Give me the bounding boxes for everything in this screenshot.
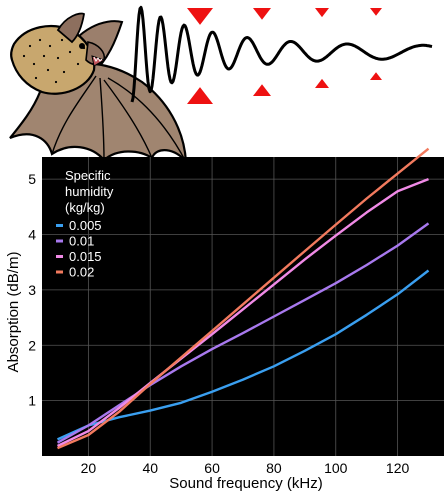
grid-lines <box>42 157 444 456</box>
legend-title-line-1: Specific <box>65 168 111 183</box>
attenuation-arrow-bottom-1 <box>187 87 213 104</box>
attenuation-arrows <box>187 8 382 104</box>
legend-entry: 0.015 <box>69 249 102 264</box>
bat-illustration <box>9 12 188 166</box>
attenuation-arrow-bottom-4 <box>370 72 382 80</box>
y-tick-label: 2 <box>28 337 36 353</box>
series-lines <box>56 147 430 450</box>
attenuation-arrow-bottom-3 <box>315 78 329 88</box>
bat-ear <box>56 12 85 44</box>
legend-title-line-2: humidity <box>65 184 114 199</box>
echolocation-wave-group <box>130 5 433 104</box>
y-axis-label: Absorption (dB/m) <box>5 252 22 373</box>
echolocation-wave <box>130 5 433 103</box>
x-tick-label: 80 <box>266 460 282 476</box>
attenuation-arrow-bottom-2 <box>253 84 271 96</box>
series-line-2 <box>56 222 430 444</box>
bat-eye <box>79 43 85 49</box>
y-tick-label: 4 <box>28 227 36 243</box>
bat-wing-bones <box>51 75 187 163</box>
attenuation-arrow-top-4 <box>370 8 382 16</box>
series-line-1 <box>57 269 430 441</box>
attenuation-arrow-top-2 <box>253 8 271 20</box>
legend-swatch <box>56 270 63 274</box>
y-tick-label: 1 <box>28 393 36 409</box>
x-tick-label: 40 <box>142 460 158 476</box>
y-tick-labels: 1 2 3 4 5 <box>28 171 36 408</box>
x-tick-label: 20 <box>81 460 97 476</box>
x-tick-label: 60 <box>204 460 220 476</box>
legend-entry: 0.005 <box>69 218 102 233</box>
x-tick-label: 120 <box>386 460 410 476</box>
legend-entry: 0.02 <box>69 265 94 280</box>
legend-title-line-3: (kg/kg) <box>65 200 105 215</box>
legend-swatch <box>56 255 63 258</box>
bat-teeth <box>93 56 103 62</box>
series-line-3 <box>56 177 429 448</box>
attenuation-arrow-top-3 <box>315 8 329 18</box>
plot-area <box>42 157 444 456</box>
y-tick-label: 5 <box>28 171 36 187</box>
x-tick-label: 100 <box>324 460 348 476</box>
bat-fur <box>22 38 86 84</box>
legend-entry: 0.01 <box>69 234 94 249</box>
attenuation-arrow-top-1 <box>187 8 213 25</box>
x-axis-label: Sound frequency (kHz) <box>169 475 322 492</box>
legend-swatch <box>56 224 63 227</box>
absorption-chart: 20 40 60 80 100 120 1 2 3 4 5 Specific humidity (… <box>5 147 444 492</box>
x-tick-labels: 20 40 60 80 100 120 <box>81 460 410 476</box>
series-line-4 <box>57 147 430 450</box>
y-tick-label: 3 <box>28 282 36 298</box>
legend: Specific humidity (kg/kg) 0.0050.010.015… <box>56 168 114 280</box>
legend-swatch <box>56 239 63 243</box>
